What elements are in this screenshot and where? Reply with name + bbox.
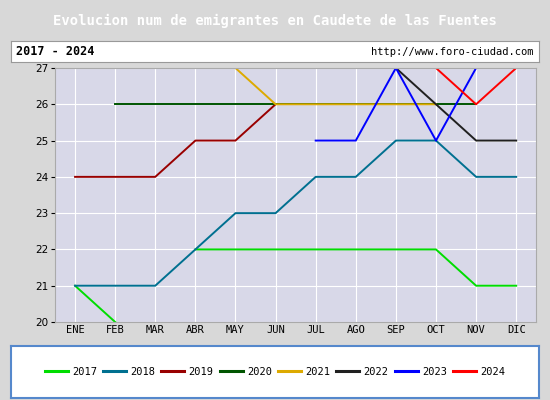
Text: http://www.foro-ciudad.com: http://www.foro-ciudad.com (371, 47, 534, 57)
Text: 2017 - 2024: 2017 - 2024 (16, 45, 95, 58)
Legend: 2017, 2018, 2019, 2020, 2021, 2022, 2023, 2024: 2017, 2018, 2019, 2020, 2021, 2022, 2023… (41, 363, 509, 381)
Text: Evolucion num de emigrantes en Caudete de las Fuentes: Evolucion num de emigrantes en Caudete d… (53, 14, 497, 28)
